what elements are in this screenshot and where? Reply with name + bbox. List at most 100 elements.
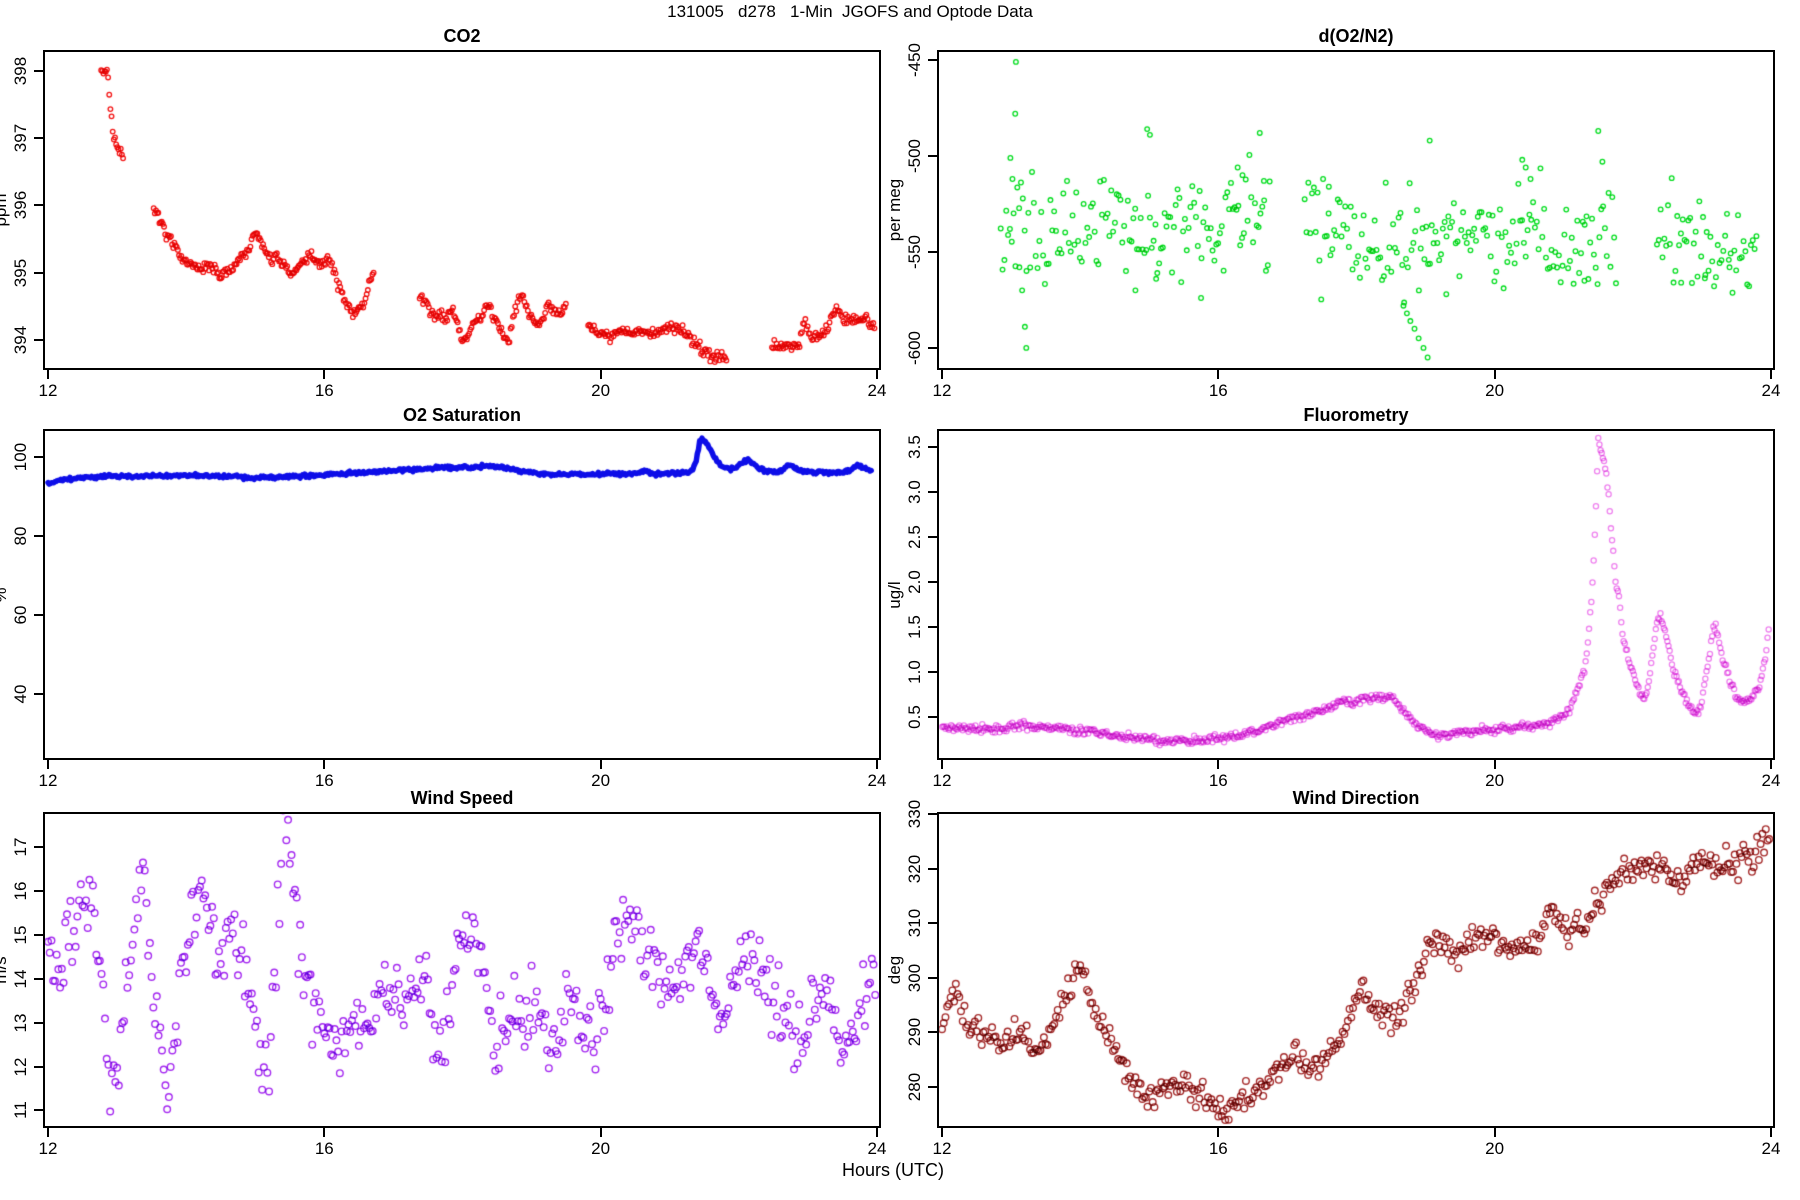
x-tick	[323, 370, 326, 379]
x-tick	[47, 370, 49, 379]
y-tick	[34, 1109, 43, 1112]
windspeed-x-tick-label: 16	[314, 1139, 334, 1158]
y-tick	[34, 1021, 43, 1024]
o2sat-y-tick-label: 60	[11, 605, 30, 625]
o2sat-x-tick-label: 20	[591, 771, 611, 790]
do2n2-y-axis-label: per meg	[885, 178, 904, 242]
x-tick	[323, 1128, 326, 1137]
x-tick	[1769, 370, 1772, 379]
y-tick	[928, 670, 937, 673]
co2-title: CO2	[443, 26, 481, 46]
do2n2-x-tick-label: 20	[1485, 381, 1505, 400]
co2-y-tick-label: 398	[11, 56, 30, 86]
y-tick	[928, 976, 937, 979]
o2sat-y-axis-label: %	[0, 555, 10, 635]
y-tick	[928, 346, 937, 349]
do2n2-x-tick-label: 16	[1208, 381, 1228, 400]
do2n2-y-tick-label: -450	[905, 42, 924, 77]
do2n2-title: d(O2/N2)	[1318, 26, 1394, 46]
y-tick	[928, 154, 937, 157]
o2sat-y-tick-label: 80	[11, 526, 30, 546]
y-tick	[928, 625, 937, 628]
fluoro-x-tick-label: 16	[1208, 771, 1228, 790]
x-tick	[1769, 760, 1772, 769]
x-tick	[875, 1128, 878, 1137]
winddir-x-tick-label: 24	[1761, 1139, 1781, 1158]
x-tick	[941, 1128, 943, 1137]
y-tick	[928, 922, 937, 925]
y-tick	[928, 535, 937, 538]
y-tick	[34, 1065, 43, 1068]
x-tick	[1493, 1128, 1496, 1137]
y-tick	[928, 813, 937, 816]
co2-y-tick-label: 396	[11, 191, 30, 220]
winddir-x-tick-label: 12	[932, 1139, 952, 1158]
windspeed-plot-canvas	[43, 812, 881, 1128]
y-tick	[928, 445, 937, 448]
x-tick	[599, 370, 602, 379]
winddir-y-tick-label: 300	[905, 963, 924, 993]
y-tick	[34, 271, 43, 274]
y-tick	[928, 1086, 937, 1089]
windspeed-title: Wind Speed	[410, 788, 514, 808]
x-tick	[1217, 1128, 1220, 1137]
co2-x-tick-label: 20	[591, 381, 611, 400]
o2sat-y-tick-label: 100	[11, 442, 30, 472]
co2-y-axis-label: ppm	[0, 193, 10, 227]
fluoro-y-axis-label: ug/l	[885, 580, 904, 609]
windspeed-y-axis-label: m/s	[0, 956, 10, 984]
co2-x-tick-label: 24	[867, 381, 887, 400]
co2-x-tick-label: 12	[38, 381, 58, 400]
y-tick	[34, 977, 43, 980]
x-tick	[1217, 760, 1220, 769]
y-tick	[34, 933, 43, 936]
x-tick	[1493, 370, 1496, 379]
do2n2-y-tick-label: -600	[905, 330, 924, 365]
figure-title: 131005 d278 1-Min JGOFS and Optode Data	[667, 2, 1033, 21]
y-tick	[34, 338, 43, 341]
o2sat-title: O2 Saturation	[402, 405, 522, 425]
o2sat-x-tick-label: 12	[38, 771, 58, 790]
y-tick	[34, 137, 43, 140]
fluoro-x-tick-label: 12	[932, 771, 952, 790]
windspeed-y-tick-label: 17	[11, 837, 30, 857]
winddir-x-tick-label: 16	[1208, 1139, 1228, 1158]
y-tick	[34, 693, 43, 696]
y-tick	[928, 867, 937, 870]
y-tick	[34, 890, 43, 892]
o2sat-y-tick-label: 40	[11, 684, 30, 704]
y-tick	[34, 535, 43, 538]
x-tick	[1217, 370, 1220, 379]
y-tick	[928, 58, 937, 61]
x-tick	[47, 760, 49, 769]
co2-plot-canvas	[43, 50, 881, 370]
co2-y-tick-label: 394	[11, 325, 30, 354]
y-tick	[34, 456, 43, 459]
x-tick	[47, 1128, 49, 1137]
y-tick	[34, 204, 43, 207]
y-tick	[34, 846, 43, 849]
y-tick	[928, 715, 937, 718]
co2-x-tick-label: 16	[314, 381, 334, 400]
x-tick	[599, 760, 602, 769]
co2-y-tick-label: 397	[11, 123, 30, 153]
fluoro-plot-canvas	[937, 429, 1775, 760]
windspeed-x-tick-label: 12	[38, 1139, 58, 1158]
o2sat-x-tick-label: 16	[314, 771, 334, 790]
do2n2-y-tick-label: -500	[905, 138, 924, 173]
winddir-y-tick-label: 330	[905, 799, 924, 829]
y-tick	[928, 1031, 937, 1034]
do2n2-x-tick-label: 24	[1761, 381, 1781, 400]
winddir-y-tick-label: 320	[905, 854, 924, 883]
fluoro-x-tick-label: 20	[1485, 771, 1505, 790]
o2sat-plot-canvas	[43, 429, 881, 760]
fluoro-title: Fluorometry	[1303, 405, 1409, 425]
do2n2-x-tick-label: 12	[932, 381, 952, 400]
y-tick	[34, 614, 43, 617]
x-tick	[875, 370, 878, 379]
x-tick	[1769, 1128, 1772, 1137]
x-tick	[323, 760, 326, 769]
do2n2-plot-canvas	[937, 50, 1775, 370]
x-tick	[875, 760, 878, 769]
